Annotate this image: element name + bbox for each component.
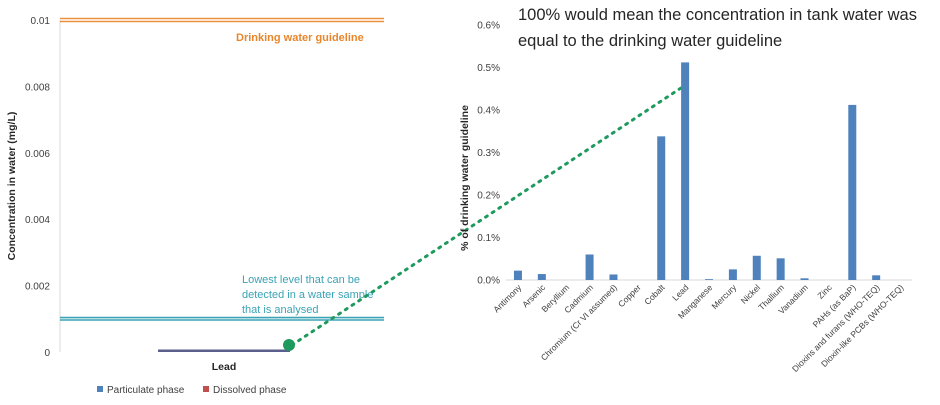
right-y-tick-label: 0.1% xyxy=(477,233,500,244)
bar-lead-particulate xyxy=(158,349,290,352)
left-y-tick-label: 0.008 xyxy=(25,82,50,93)
guideline-line xyxy=(60,17,384,23)
right-y-tick-label: 0.5% xyxy=(477,63,500,74)
legend-label-particulate: Particulate phase xyxy=(107,385,185,396)
right-y-ticks: 0.0% 0.1% 0.2% 0.3% 0.4% 0.5% 0.6% xyxy=(477,21,500,287)
right-category-label: Cobalt xyxy=(642,282,667,307)
detection-annotation-line-3: that is analysed xyxy=(242,304,318,316)
right-category-label: Copper xyxy=(616,282,643,309)
left-y-tick-label: 0.002 xyxy=(25,282,50,293)
right-category-label: Lead xyxy=(670,282,691,303)
right-y-tick-label: 0.4% xyxy=(477,106,500,117)
right-category-label: Zinc xyxy=(815,282,834,301)
headline-line-2: equal to the drinking water guideline xyxy=(518,32,782,50)
right-y-axis-title: % of drinking water guideline xyxy=(459,105,471,251)
legend-swatch-particulate xyxy=(97,386,103,392)
headline-line-1: 100% would mean the concentration in tan… xyxy=(518,6,917,24)
bar-cadmium xyxy=(585,254,594,280)
bar-antimony xyxy=(513,270,522,280)
bar-vanadium xyxy=(800,278,809,280)
bar-chromium-cr-vi-assumed xyxy=(609,274,618,280)
connector-annotation xyxy=(283,80,692,351)
bar-dioxins-and-furans-who-teq xyxy=(872,275,881,280)
left-y-tick-label: 0 xyxy=(44,348,50,359)
detection-limit-line xyxy=(60,316,384,321)
detection-annotation-line-1: Lowest level that can be xyxy=(242,274,360,286)
left-bars xyxy=(158,349,290,352)
left-y-tick-label: 0.004 xyxy=(25,215,50,226)
legend-label-dissolved: Dissolved phase xyxy=(213,385,287,396)
detection-annotation-line-2: detected in a water sample xyxy=(242,289,373,301)
bar-manganese xyxy=(705,279,713,280)
bar-mercury xyxy=(728,269,737,280)
bar-lead xyxy=(681,62,690,281)
connector-marker xyxy=(283,339,295,351)
right-category-labels: AntimonyArsenicBerylliumCadmiumChromium … xyxy=(491,282,905,374)
right-category-label: Antimony xyxy=(491,282,524,315)
bar-arsenic xyxy=(537,274,546,280)
connector-dotted-line xyxy=(290,80,692,347)
right-bars xyxy=(513,62,881,281)
right-category-label: Mercury xyxy=(710,282,739,311)
left-y-tick-label: 0.01 xyxy=(31,16,51,27)
guideline-annotation: Drinking water guideline xyxy=(236,32,364,44)
right-y-tick-label: 0.3% xyxy=(477,148,500,159)
left-x-axis-category: Lead xyxy=(212,361,237,373)
bar-pahs-as-bap xyxy=(848,104,857,281)
right-y-tick-label: 0.0% xyxy=(477,276,500,287)
bar-cobalt xyxy=(657,136,666,280)
bar-nickel xyxy=(752,255,761,280)
bar-thallium xyxy=(776,258,785,280)
legend-swatch-dissolved xyxy=(203,386,209,392)
left-chart: 0 0.002 0.004 0.006 0.008 0.01 Concentration … xyxy=(6,16,384,396)
left-y-ticks: 0 0.002 0.004 0.006 0.008 0.01 xyxy=(25,16,50,359)
left-y-tick-label: 0.006 xyxy=(25,149,50,160)
left-legend: Particulate phase Dissolved phase xyxy=(97,385,287,396)
right-y-tick-label: 0.6% xyxy=(477,21,500,32)
right-y-tick-label: 0.2% xyxy=(477,191,500,202)
left-y-axis-title: Concentration in water (mg/L) xyxy=(6,112,18,261)
